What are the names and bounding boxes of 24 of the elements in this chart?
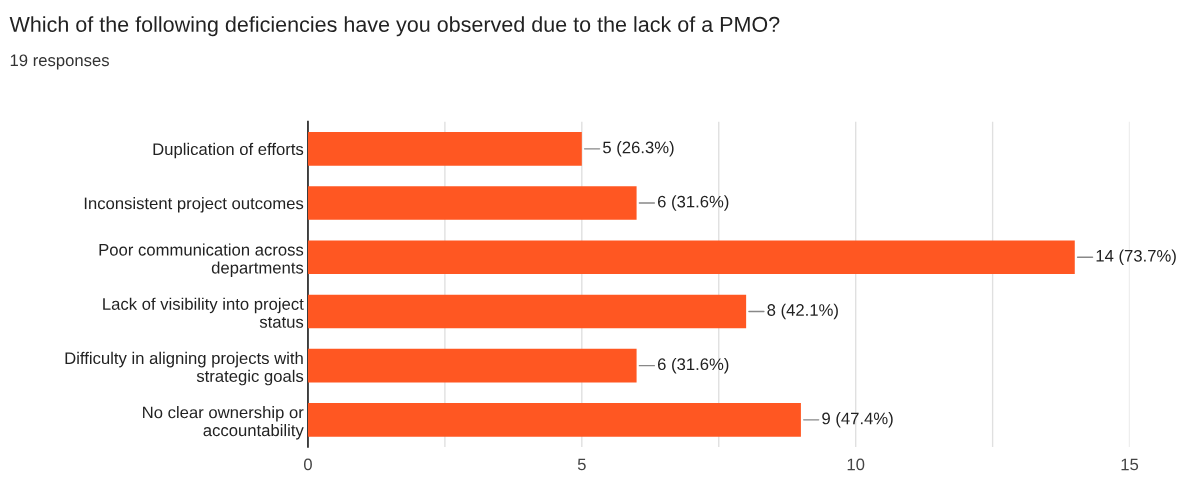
y-tick-label: Poor communication across departments bbox=[99, 243, 304, 277]
y-tick-label: Lack of visibility into project status bbox=[103, 297, 304, 328]
chart-title: Which of the following deficiencies have you observed due to the lack of a PMO? bbox=[9, 16, 780, 37]
bar bbox=[307, 294, 747, 329]
bar bbox=[307, 348, 637, 383]
y-tick-label: Duplication of efforts bbox=[153, 142, 304, 159]
data-label: 6 (31.6%) bbox=[657, 195, 729, 211]
x-tick-label: 5 bbox=[577, 458, 586, 471]
x-tick-label: 10 bbox=[847, 458, 865, 471]
x-tick-label: 15 bbox=[1121, 458, 1139, 471]
bar bbox=[307, 132, 582, 166]
data-label: 5 (26.3%) bbox=[603, 141, 674, 157]
data-label: 8 (42.1%) bbox=[767, 303, 838, 320]
data-label: 9 (47.4%) bbox=[822, 412, 893, 428]
bar bbox=[307, 186, 637, 220]
x-tick-label: 0 bbox=[303, 458, 312, 471]
data-label: 14 (73.7%) bbox=[1096, 249, 1176, 266]
y-tick-label: Inconsistent project outcomes bbox=[84, 197, 304, 213]
text: 19 responses bbox=[10, 54, 109, 70]
y-tick-label: No clear ownership or accountability bbox=[143, 406, 304, 440]
bar bbox=[307, 403, 801, 437]
data-label: 6 (31.6%) bbox=[657, 357, 729, 374]
y-tick-label: Difficulty in aligning projects with strategic goals bbox=[65, 351, 304, 386]
bar bbox=[307, 240, 1075, 275]
